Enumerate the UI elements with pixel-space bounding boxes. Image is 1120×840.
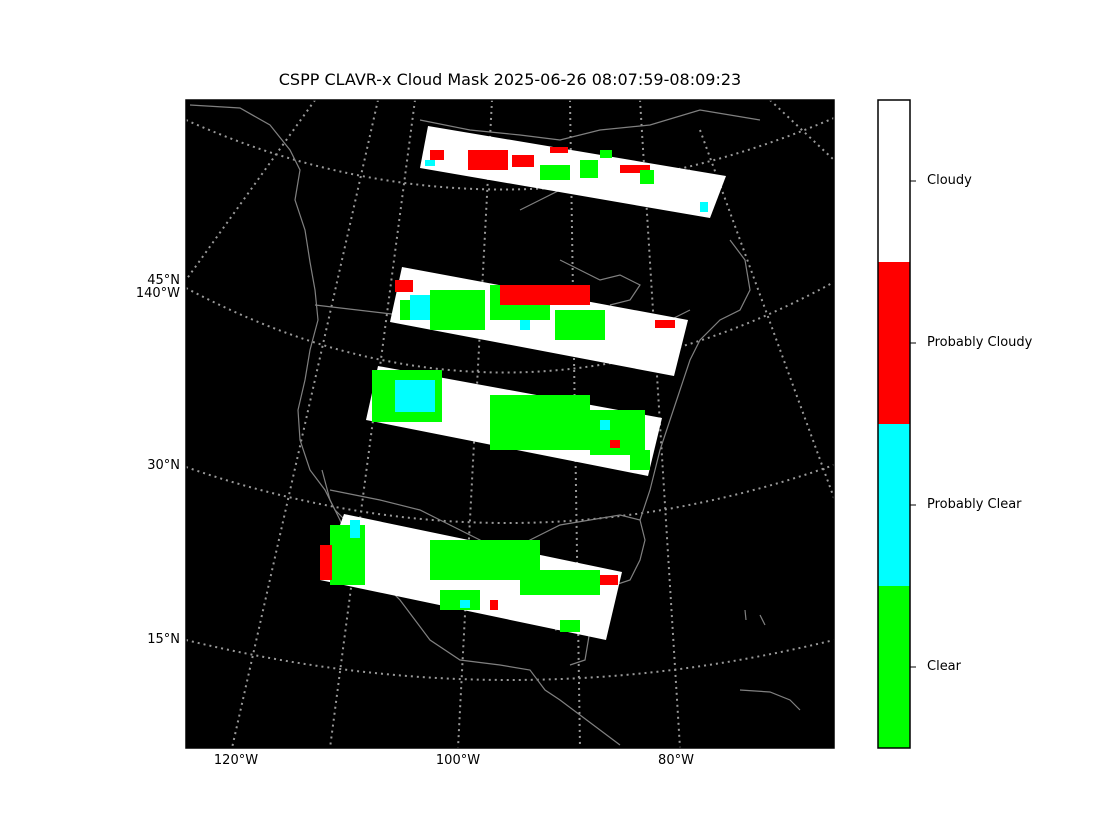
- colorbar: [877, 99, 916, 749]
- colorbar-label-probably-cloudy: Probably Cloudy: [927, 335, 1033, 350]
- meridian-130w: [186, 100, 316, 281]
- caribbean-islands: [744, 609, 766, 626]
- meridian-60w: [769, 100, 834, 161]
- colorbar-segment-probably-cloudy: [878, 262, 910, 424]
- lon-label-100w: 100°W: [435, 753, 481, 768]
- arctic-coast: [419, 109, 761, 141]
- colorbar-segment-cloudy: [878, 100, 910, 262]
- figure-title: CSPP CLAVR-x Cloud Mask 2025-06-26 08:07…: [278, 70, 742, 89]
- swath-3: [366, 366, 662, 476]
- meridian-110w: [329, 100, 416, 748]
- parallel-30n: [186, 464, 834, 524]
- pacific-coast: [189, 104, 621, 746]
- parallel-45n: [186, 281, 834, 374]
- swath-1: [420, 126, 726, 218]
- cuba: [739, 689, 801, 711]
- great-lakes: [559, 259, 641, 306]
- colorbar-label-probably-clear: Probably Clear: [927, 497, 1022, 512]
- map-frame: [185, 99, 835, 749]
- colorbar-frame: [877, 99, 911, 749]
- atlantic-coast: [639, 239, 751, 521]
- colorbar-label-clear: Clear: [927, 659, 961, 674]
- colorbar-segment-clear: [878, 586, 910, 748]
- lon-label-140w: 140°W: [135, 286, 180, 301]
- colorbar-segment-probably-clear: [878, 424, 910, 586]
- lon-label-80w: 80°W: [658, 753, 694, 768]
- colorbar-label-cloudy: Cloudy: [927, 173, 972, 188]
- swath-2: [390, 267, 688, 376]
- lon-label-120w: 120°W: [213, 753, 259, 768]
- swath-4: [320, 514, 622, 640]
- graticule: [186, 100, 834, 748]
- lat-label-45n: 45°N: [147, 273, 180, 288]
- lat-label-30n: 30°N: [147, 458, 180, 473]
- meridian-120w: [231, 100, 379, 748]
- lat-label-15n: 15°N: [147, 632, 180, 647]
